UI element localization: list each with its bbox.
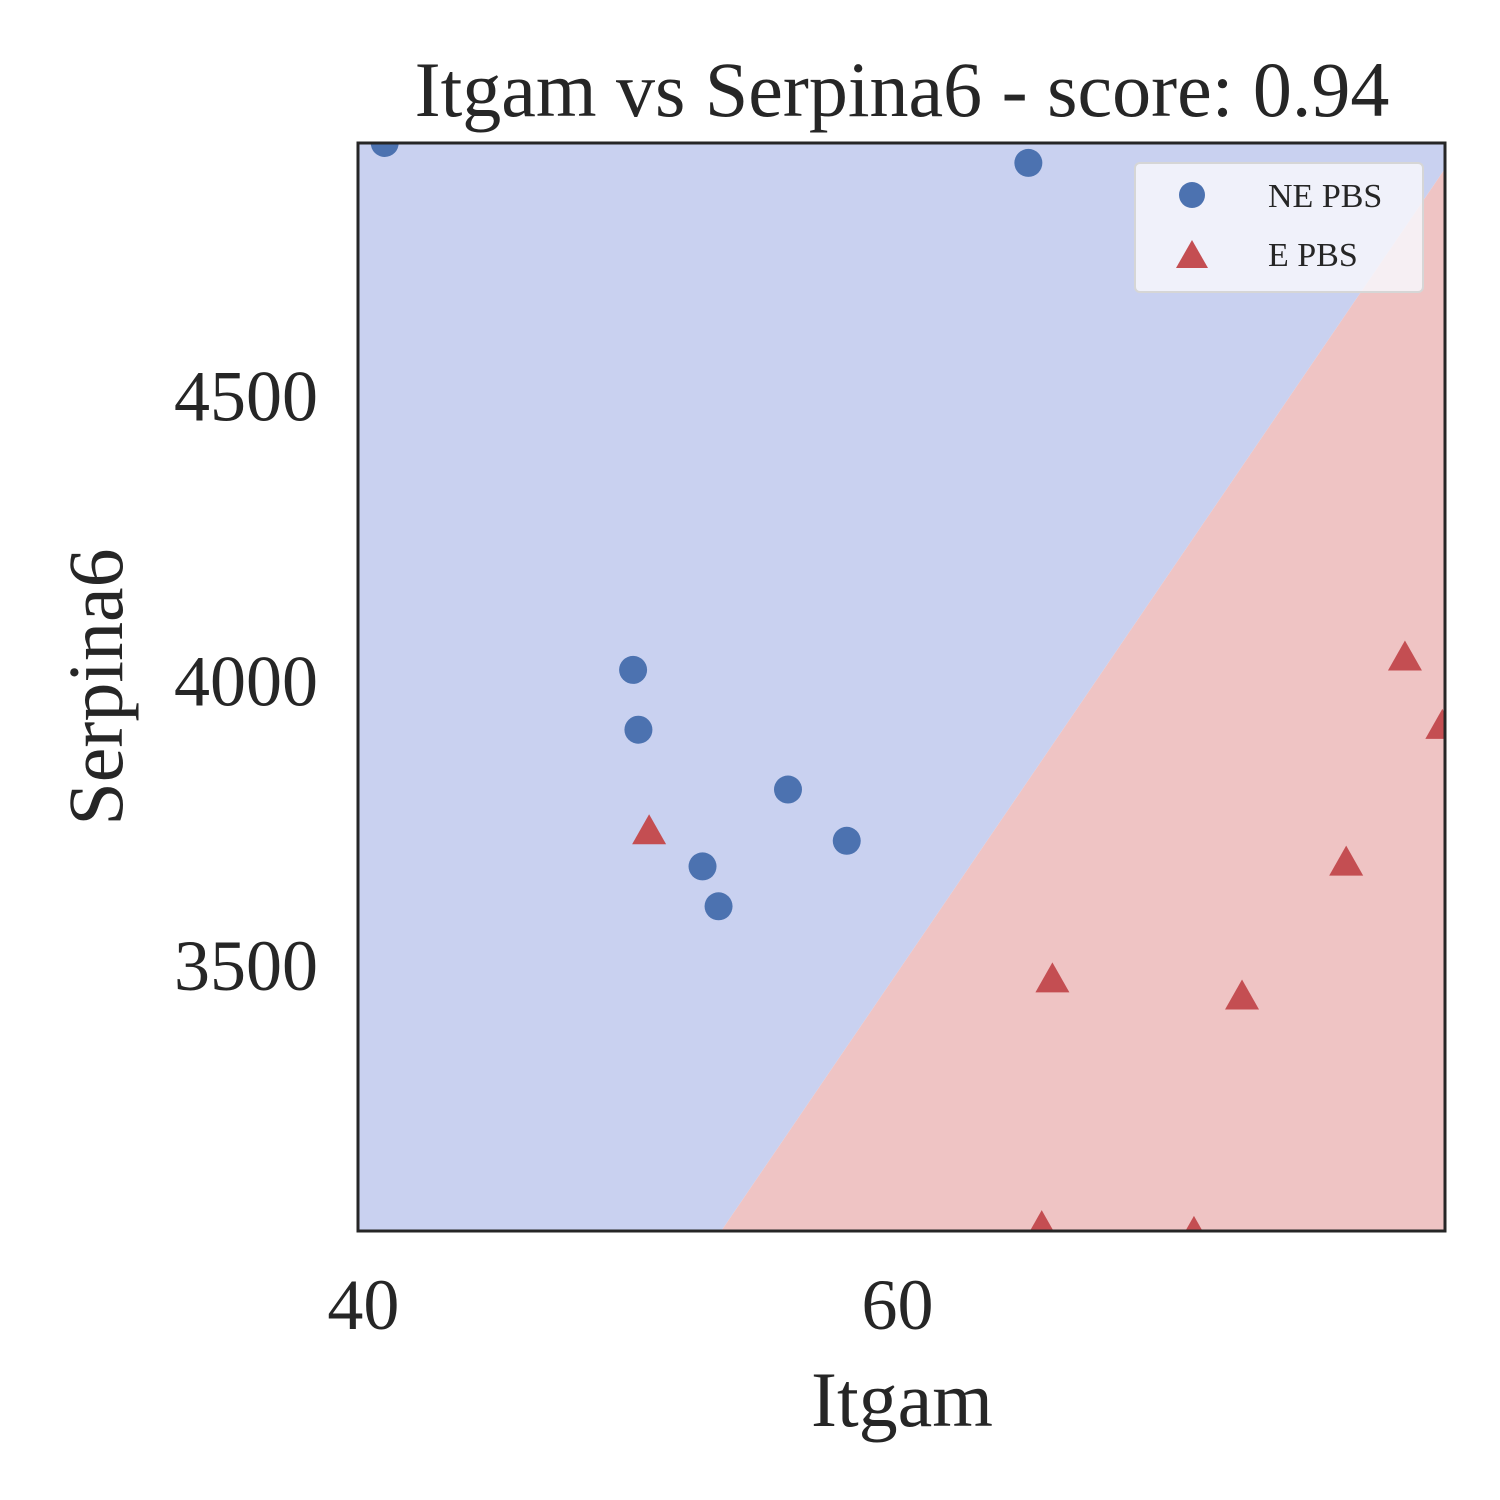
plot-frame bbox=[356, 141, 1447, 1233]
point-e-pbs-5 bbox=[1225, 979, 1260, 1010]
point-ne-pbs-3 bbox=[624, 715, 653, 744]
chart-title: Itgam vs Serpina6 - score: 0.94 bbox=[415, 46, 1390, 133]
point-ne-pbs-4 bbox=[773, 775, 802, 804]
legend-marker-ne-pbs bbox=[1179, 182, 1205, 208]
legend-label-ne-pbs: NE PBS bbox=[1268, 178, 1382, 215]
legend-marker-e-pbs bbox=[1176, 240, 1208, 268]
legend-label-e-pbs: E PBS bbox=[1268, 237, 1358, 274]
point-ne-pbs-1 bbox=[1014, 148, 1043, 177]
point-e-pbs-3 bbox=[1329, 845, 1364, 876]
point-ne-pbs-7 bbox=[704, 892, 733, 921]
y-axis-label: Serpina6 bbox=[52, 548, 139, 825]
point-ne-pbs-5 bbox=[832, 826, 861, 855]
point-e-pbs-7 bbox=[1185, 1215, 1203, 1231]
legend: NE PBS E PBS bbox=[1134, 162, 1424, 293]
point-e-pbs-1 bbox=[1387, 640, 1422, 671]
x-axis-label: Itgam bbox=[811, 1356, 993, 1443]
data-points bbox=[370, 143, 1445, 1231]
decision-region-e-pbs bbox=[721, 168, 1445, 1231]
point-ne-pbs-2 bbox=[619, 655, 648, 684]
y-axis-ticks: 3500 4000 4500 bbox=[174, 356, 318, 1006]
point-e-pbs-4 bbox=[1035, 962, 1070, 993]
plot-area bbox=[358, 143, 1445, 1231]
y-tick-label-3500: 3500 bbox=[174, 926, 318, 1006]
point-ne-pbs-0 bbox=[370, 143, 399, 157]
decision-region-ne-pbs bbox=[358, 143, 1445, 1231]
x-tick-label-60: 60 bbox=[861, 1265, 933, 1345]
legend-box bbox=[1134, 162, 1424, 293]
point-ne-pbs-6 bbox=[688, 852, 717, 881]
x-tick-label-40: 40 bbox=[327, 1265, 399, 1345]
y-tick-label-4000: 4000 bbox=[174, 641, 318, 721]
point-e-pbs-0 bbox=[632, 814, 667, 845]
point-e-pbs-2 bbox=[1425, 708, 1445, 739]
x-axis-ticks: 40 60 bbox=[327, 1265, 933, 1345]
y-tick-label-4500: 4500 bbox=[174, 356, 318, 436]
point-e-pbs-6 bbox=[1029, 1210, 1054, 1231]
